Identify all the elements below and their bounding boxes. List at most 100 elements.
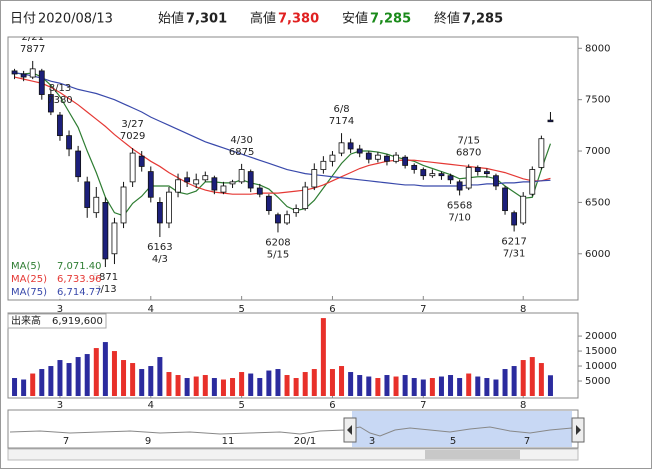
candle-body bbox=[147, 171, 154, 198]
candle-body bbox=[520, 195, 527, 224]
candle-body bbox=[456, 181, 463, 191]
candle-body bbox=[29, 68, 36, 78]
volume-bar bbox=[302, 372, 308, 396]
candle-body bbox=[265, 195, 272, 212]
x-tick-label: 4 bbox=[148, 400, 154, 411]
legend-value: 7,071.40 bbox=[57, 261, 102, 272]
x-tick-label: 6 bbox=[329, 400, 335, 411]
volume-bar bbox=[266, 370, 272, 396]
candle-body bbox=[211, 177, 218, 191]
volume-bar bbox=[39, 369, 45, 396]
low-label: 安値 bbox=[342, 11, 368, 27]
x-tick-label: 8 bbox=[520, 400, 526, 411]
candle-body bbox=[256, 187, 263, 195]
volume-bar bbox=[420, 379, 426, 396]
candle-body bbox=[493, 175, 499, 187]
candle-body bbox=[447, 175, 454, 181]
candle-body bbox=[365, 152, 372, 160]
volume-bar bbox=[520, 360, 526, 396]
annotation-date: 5/15 bbox=[267, 249, 289, 260]
volume-bar bbox=[202, 375, 208, 396]
candle-body bbox=[402, 156, 409, 166]
volume-bar bbox=[166, 372, 172, 396]
volume-value: 6,919,600 bbox=[52, 316, 103, 327]
x-tick-label: 5 bbox=[238, 304, 244, 315]
candle-body bbox=[429, 173, 436, 177]
date: 2020/08/13 bbox=[38, 12, 113, 27]
annotation-value: 5871 bbox=[93, 272, 118, 283]
candle-body bbox=[129, 152, 136, 183]
legend-box bbox=[9, 259, 99, 299]
candle-body bbox=[320, 160, 327, 170]
y-tick-label: 5000 bbox=[585, 376, 610, 387]
volume-label-box bbox=[7, 313, 107, 329]
volume-bar bbox=[293, 378, 299, 396]
candle-body bbox=[529, 169, 536, 195]
candle-body bbox=[111, 222, 118, 255]
volume-bar bbox=[484, 378, 490, 396]
volume-bar bbox=[511, 366, 517, 396]
navigator-label: 7 bbox=[63, 436, 69, 447]
volume-bar bbox=[102, 342, 108, 396]
volume-bar bbox=[311, 369, 317, 396]
candle-body bbox=[138, 155, 145, 167]
annotation-date: 2/21 bbox=[21, 32, 43, 43]
candle-body bbox=[420, 169, 427, 177]
navigator-label: 11 bbox=[222, 436, 235, 447]
navigator-label: 9 bbox=[145, 436, 151, 447]
candle-body bbox=[275, 214, 281, 224]
x-tick-label: 3 bbox=[57, 304, 63, 315]
candle-body bbox=[47, 94, 54, 113]
volume-bar bbox=[111, 351, 117, 396]
candle-body bbox=[374, 154, 381, 160]
candle-body bbox=[57, 114, 63, 137]
candle-body bbox=[393, 154, 399, 162]
y-tick-label: 7000 bbox=[585, 146, 610, 157]
candle-body bbox=[384, 155, 390, 162]
legend-value: 6,714.77 bbox=[57, 287, 102, 298]
y-tick-label: 8000 bbox=[585, 43, 610, 54]
open-label: 始値 bbox=[158, 11, 184, 27]
candle-body bbox=[75, 150, 82, 178]
volume-bar bbox=[366, 376, 372, 396]
annotation-date: 3/13 bbox=[94, 284, 116, 295]
annotation-value: 7877 bbox=[20, 44, 45, 55]
volume-bar bbox=[329, 369, 335, 396]
volume-bar bbox=[429, 378, 435, 396]
volume-bar bbox=[175, 375, 181, 396]
volume-bar bbox=[402, 375, 408, 396]
navigator-window[interactable] bbox=[352, 411, 572, 447]
candle-body bbox=[166, 191, 172, 224]
y-tick-label: 15000 bbox=[585, 346, 617, 357]
annotation-date: 6/8 bbox=[333, 104, 349, 115]
volume-bar bbox=[193, 376, 199, 396]
scrollbar[interactable] bbox=[7, 448, 579, 461]
candle-body bbox=[193, 179, 200, 185]
x-tick-label: 3 bbox=[57, 400, 63, 411]
volume-bar bbox=[502, 369, 508, 396]
candle-body bbox=[547, 119, 554, 123]
volume-bar bbox=[284, 375, 290, 396]
volume-bar bbox=[48, 366, 54, 396]
volume-bar bbox=[438, 376, 444, 396]
annotation-value: 6875 bbox=[229, 147, 254, 158]
y-tick-label: 6000 bbox=[585, 249, 610, 260]
volume-bar bbox=[57, 360, 63, 396]
handle-arrow bbox=[347, 425, 352, 435]
navigator: 7 9 11 20/1 3 5 7 bbox=[7, 409, 585, 461]
moving-average-line bbox=[14, 76, 551, 195]
candle-body bbox=[66, 135, 72, 150]
annotation-value: 7174 bbox=[329, 116, 354, 127]
handle-arrow bbox=[576, 425, 581, 435]
annotation-date: 4/3 bbox=[152, 254, 168, 265]
volume-bar bbox=[547, 375, 553, 396]
volume-bar bbox=[493, 379, 499, 396]
volume-bar bbox=[393, 376, 399, 396]
volume-bar bbox=[84, 354, 90, 396]
volume-bar bbox=[148, 366, 154, 396]
candle-body bbox=[356, 148, 363, 154]
volume-bar bbox=[239, 372, 245, 396]
candle-body bbox=[511, 212, 518, 226]
scrollbar-thumb[interactable] bbox=[425, 450, 520, 459]
x-tick-label: 7 bbox=[420, 304, 426, 315]
